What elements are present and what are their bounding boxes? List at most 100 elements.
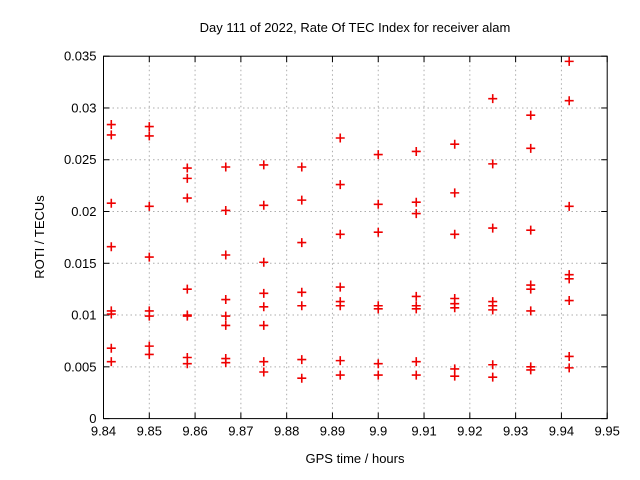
data-point-marker	[106, 309, 116, 319]
data-point-marker	[411, 146, 421, 156]
data-point-marker	[564, 56, 574, 66]
x-tick-label: 9.86	[182, 424, 207, 439]
x-tick-label: 9.9	[369, 424, 387, 439]
data-point-marker	[259, 357, 269, 367]
data-point-marker	[411, 357, 421, 367]
data-point-marker	[221, 162, 231, 172]
data-point-marker	[488, 159, 498, 169]
data-point-marker	[411, 370, 421, 380]
data-point-marker	[488, 223, 498, 233]
x-tick-label: 9.95	[595, 424, 620, 439]
data-point-marker	[259, 367, 269, 377]
data-point-marker	[259, 257, 269, 267]
data-point-marker	[221, 250, 231, 260]
data-point-marker	[259, 302, 269, 312]
data-point-marker	[259, 320, 269, 330]
data-point-marker	[411, 291, 421, 301]
data-point-marker	[221, 205, 231, 215]
plot-border	[103, 55, 608, 420]
data-point-marker	[526, 143, 536, 153]
x-tick-label: 9.85	[137, 424, 162, 439]
data-point-marker	[526, 284, 536, 294]
tick-label-layer: 9.84 9.85 9.86 9.87 9.88 9.89 9.9 9.91 9.92 9.93 9…	[64, 49, 620, 439]
x-axis-label: GPS time / hours	[306, 451, 405, 466]
data-point-marker	[526, 306, 536, 316]
data-point-marker	[297, 195, 307, 205]
y-tick-label: 0	[89, 411, 96, 426]
data-point-marker	[373, 150, 383, 160]
data-point-marker	[106, 357, 116, 367]
data-point-marker	[335, 133, 345, 143]
y-tick-label: 0.035	[64, 49, 97, 64]
data-point-marker	[182, 359, 192, 369]
x-tick-label: 9.94	[549, 424, 574, 439]
data-point-marker	[564, 351, 574, 361]
y-tick-label: 0.02	[71, 204, 96, 219]
data-point-marker	[144, 311, 154, 321]
data-point-marker	[411, 197, 421, 207]
data-point-marker	[144, 122, 154, 132]
data-point-marker	[411, 209, 421, 219]
data-point-marker	[297, 238, 307, 248]
data-point-marker	[450, 303, 460, 313]
x-tick-label: 9.88	[274, 424, 299, 439]
data-point-marker	[144, 341, 154, 351]
data-point-marker	[564, 96, 574, 106]
x-tick-label: 9.87	[228, 424, 253, 439]
data-point-marker	[335, 180, 345, 190]
y-tick-label: 0.01	[71, 308, 96, 323]
data-point-marker	[182, 284, 192, 294]
data-point-marker	[373, 227, 383, 237]
data-point-marker	[259, 160, 269, 170]
data-point-marker	[564, 296, 574, 306]
data-point-marker	[526, 225, 536, 235]
data-point-marker	[488, 94, 498, 104]
data-point-marker	[182, 311, 192, 321]
data-point-marker	[297, 301, 307, 311]
data-point-marker	[144, 131, 154, 141]
data-point-marker	[144, 252, 154, 262]
y-tick-label: 0.025	[64, 152, 97, 167]
data-point-layer	[106, 56, 574, 383]
chart-title: Day 111 of 2022, Rate Of TEC Index for r…	[200, 20, 511, 35]
data-point-marker	[564, 274, 574, 284]
data-point-marker	[488, 360, 498, 370]
data-point-marker	[106, 242, 116, 252]
data-point-marker	[297, 162, 307, 172]
y-tick-label: 0.015	[64, 256, 97, 271]
data-point-marker	[373, 304, 383, 314]
data-point-marker	[144, 349, 154, 359]
data-point-marker	[450, 371, 460, 381]
y-tick-label: 0.03	[71, 100, 96, 115]
data-point-marker	[450, 188, 460, 198]
tick-layer	[103, 55, 608, 420]
data-point-marker	[526, 365, 536, 375]
data-point-marker	[297, 287, 307, 297]
grid-layer	[103, 56, 608, 419]
data-point-marker	[221, 358, 231, 368]
data-point-marker	[335, 301, 345, 311]
data-point-marker	[144, 201, 154, 211]
data-point-marker	[297, 373, 307, 383]
data-point-marker	[182, 173, 192, 183]
x-tick-label: 9.93	[503, 424, 528, 439]
x-tick-label: 9.89	[320, 424, 345, 439]
data-point-marker	[106, 198, 116, 208]
data-point-marker	[450, 229, 460, 239]
y-tick-label: 0.005	[64, 359, 97, 374]
data-point-marker	[488, 305, 498, 315]
data-point-marker	[259, 288, 269, 298]
data-point-marker	[564, 363, 574, 373]
data-point-marker	[335, 229, 345, 239]
data-point-marker	[221, 295, 231, 305]
data-point-marker	[335, 356, 345, 366]
data-point-marker	[488, 372, 498, 382]
data-point-marker	[221, 311, 231, 321]
data-point-marker	[335, 282, 345, 292]
data-point-marker	[373, 359, 383, 369]
x-tick-label: 9.92	[457, 424, 482, 439]
data-point-marker	[182, 193, 192, 203]
data-point-marker	[335, 370, 345, 380]
